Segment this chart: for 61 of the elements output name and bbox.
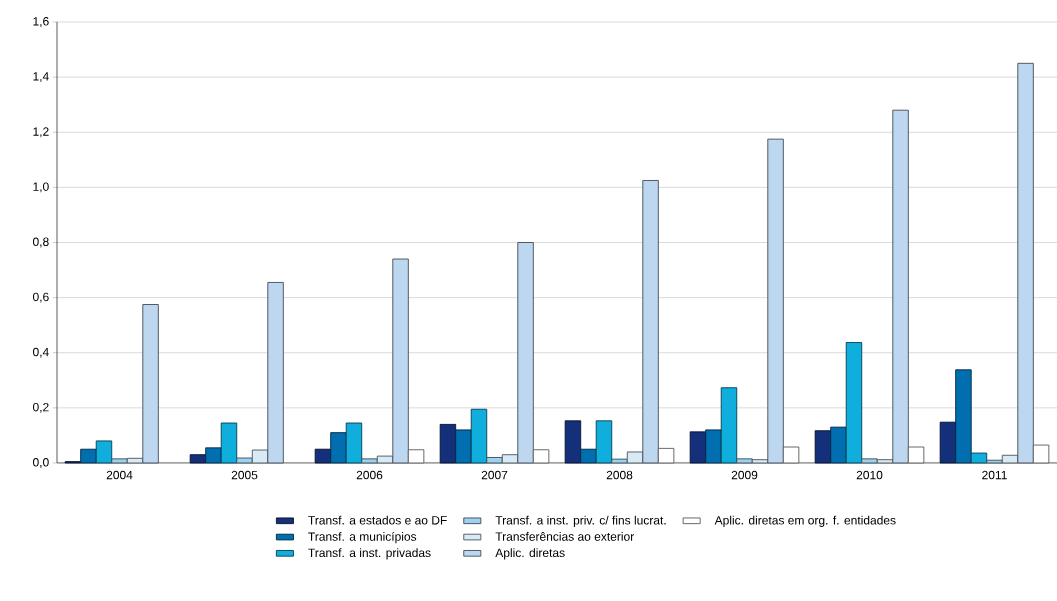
x-tick-label: 2008 [606, 470, 633, 480]
x-tick-label: 2006 [356, 470, 383, 480]
bar [689, 431, 707, 464]
y-tick-label: 0,4 [33, 347, 49, 358]
y-tick-label: 0,0 [33, 458, 49, 468]
bar [236, 457, 253, 464]
bar [486, 457, 503, 464]
x-tick-label: 2004 [106, 470, 133, 480]
bar [532, 449, 550, 464]
legend-label: Transferências ao exterior [495, 531, 635, 541]
legend-label: Transf. a inst. priv. c/ fins lucrat. [495, 515, 666, 527]
bar [657, 447, 675, 464]
bar [455, 429, 472, 464]
bar [345, 422, 363, 464]
x-tick-label: 2010 [856, 470, 883, 480]
bar [611, 458, 628, 464]
y-tick-label: 1,2 [33, 127, 49, 138]
y-tick-label: 1,6 [33, 17, 49, 27]
legend-label: Aplic. diretas em org. f. entidades [714, 515, 896, 527]
bar [361, 458, 378, 464]
bar [720, 387, 738, 464]
bar [95, 440, 113, 464]
legend-label: Transf. a municípios [308, 531, 417, 544]
bar [470, 408, 488, 464]
y-tick-label: 1,0 [33, 182, 49, 193]
legend-label: Aplic. diretas [495, 548, 565, 560]
bar [80, 448, 97, 464]
bar [220, 422, 238, 464]
y-tick-label: 0,2 [33, 402, 49, 413]
bar [861, 458, 878, 464]
bar [939, 421, 957, 464]
y-tick-label: 0,6 [33, 292, 49, 303]
x-tick-label: 2005 [231, 470, 258, 480]
bar [595, 420, 613, 464]
x-tick-label: 2007 [481, 470, 508, 480]
bar [189, 454, 207, 464]
x-tick-label: 2011 [982, 470, 1007, 480]
bar [830, 426, 847, 464]
bar [564, 420, 582, 464]
bar [330, 432, 347, 464]
y-tick-label: 1,4 [33, 72, 49, 83]
legend-label: Transf. a estados e ao DF [308, 515, 447, 525]
bar [439, 423, 457, 464]
x-tick-label: 2009 [731, 470, 758, 480]
bar [986, 459, 1003, 464]
y-tick-label: 0,8 [33, 237, 49, 248]
bar [205, 447, 222, 464]
bar [111, 458, 128, 464]
bar [407, 449, 425, 464]
bar [314, 448, 332, 464]
bar [845, 342, 863, 464]
bar [970, 452, 988, 464]
bar [705, 429, 722, 464]
bar [814, 430, 832, 464]
bar [736, 458, 753, 464]
bar [907, 446, 925, 464]
bar [955, 369, 972, 464]
bar [1032, 444, 1050, 464]
bar [580, 448, 597, 464]
bar [782, 446, 800, 464]
legend-label: Transf. a inst. privadas [308, 548, 431, 560]
